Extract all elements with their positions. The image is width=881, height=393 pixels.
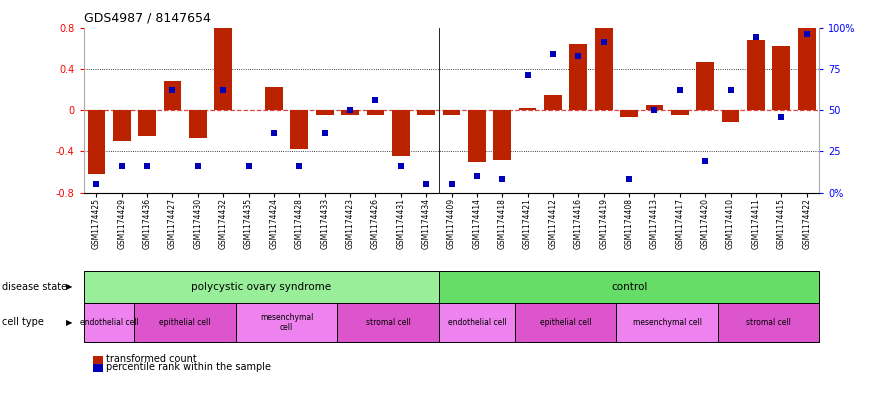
Bar xyxy=(617,303,718,342)
Bar xyxy=(87,110,105,174)
Text: GDS4987 / 8147654: GDS4987 / 8147654 xyxy=(84,12,211,25)
Text: percentile rank within the sample: percentile rank within the sample xyxy=(106,362,270,373)
Bar xyxy=(418,110,435,115)
Text: endothelial cell: endothelial cell xyxy=(79,318,138,327)
Bar xyxy=(84,271,439,303)
Bar xyxy=(519,108,537,110)
Bar xyxy=(569,44,588,110)
Bar xyxy=(84,303,135,342)
Text: disease state: disease state xyxy=(2,282,67,292)
Bar xyxy=(392,110,410,156)
Bar xyxy=(138,110,156,136)
Text: transformed count: transformed count xyxy=(106,354,196,364)
Bar xyxy=(236,303,337,342)
Text: mesenchymal
cell: mesenchymal cell xyxy=(260,312,314,332)
Bar xyxy=(366,110,384,115)
Bar xyxy=(747,40,765,110)
Text: endothelial cell: endothelial cell xyxy=(448,318,507,327)
Text: polycystic ovary syndrome: polycystic ovary syndrome xyxy=(191,282,331,292)
Bar xyxy=(439,271,819,303)
Bar xyxy=(113,110,130,141)
Bar xyxy=(620,110,638,117)
Bar xyxy=(214,28,232,110)
Bar xyxy=(798,28,816,110)
Text: mesenchymal cell: mesenchymal cell xyxy=(633,318,701,327)
Bar xyxy=(291,110,308,149)
Bar xyxy=(515,303,617,342)
Text: ▶: ▶ xyxy=(66,318,72,327)
Bar xyxy=(722,110,739,123)
Text: cell type: cell type xyxy=(2,317,44,327)
Bar xyxy=(337,303,439,342)
Text: epithelial cell: epithelial cell xyxy=(540,318,591,327)
Bar xyxy=(135,303,236,342)
Text: control: control xyxy=(611,282,648,292)
Bar xyxy=(544,95,562,110)
Bar xyxy=(442,110,461,115)
Text: stromal cell: stromal cell xyxy=(746,318,791,327)
Bar xyxy=(493,110,511,160)
Bar xyxy=(164,81,181,110)
Bar xyxy=(341,110,359,115)
Bar xyxy=(468,110,485,162)
Text: stromal cell: stromal cell xyxy=(366,318,411,327)
Bar xyxy=(265,87,283,110)
Bar xyxy=(315,110,334,115)
Text: ▶: ▶ xyxy=(66,283,72,291)
Text: epithelial cell: epithelial cell xyxy=(159,318,211,327)
Bar xyxy=(646,105,663,110)
Bar xyxy=(189,110,207,138)
Bar xyxy=(671,110,689,115)
Bar xyxy=(595,28,612,110)
Bar xyxy=(718,303,819,342)
Bar xyxy=(773,46,790,110)
Bar xyxy=(439,303,515,342)
Bar xyxy=(696,62,714,110)
